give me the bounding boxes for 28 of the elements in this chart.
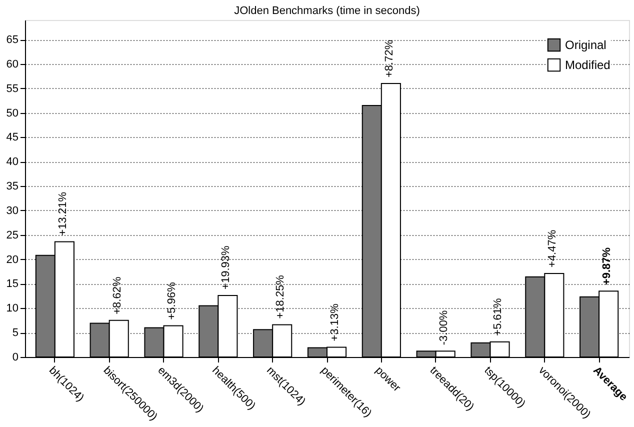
y-tick-label: 20 [6,254,18,266]
annotation: +8.62% [111,276,124,314]
y-tick-label: 25 [6,229,18,242]
y-tick-label: 50 [6,107,18,120]
annotation: +8.72% [383,40,396,78]
legend-label: Original [565,38,606,52]
y-tick-label: 30 [6,204,18,217]
annotation: +5.96% [166,282,178,320]
annotation: +18.25% [274,274,287,319]
chart-title: JOlden Benchmarks (time in seconds) [234,5,420,17]
y-tick-label: 45 [6,132,18,144]
y-tick-label: 55 [6,82,18,95]
annotation: +9.87% [601,247,614,286]
y-tick-label: 10 [6,302,18,315]
annotation: +5.61% [492,298,504,336]
y-tick-label: 5 [12,327,18,340]
legend-label: Modified [565,58,610,72]
y-tick-label: 60 [6,58,18,70]
annotation: +4.47% [546,230,559,268]
y-tick-label: 15 [6,278,18,290]
y-tick-label: 40 [6,156,18,168]
y-tick-label: 0 [12,352,18,364]
annotation: +19.93% [220,246,232,290]
y-tick-label: 35 [6,180,18,193]
annotation: -3.00% [438,310,450,346]
y-tick-label: 65 [6,34,18,46]
annotation: +13.21% [56,192,69,236]
annotation: +3.13% [329,303,341,342]
